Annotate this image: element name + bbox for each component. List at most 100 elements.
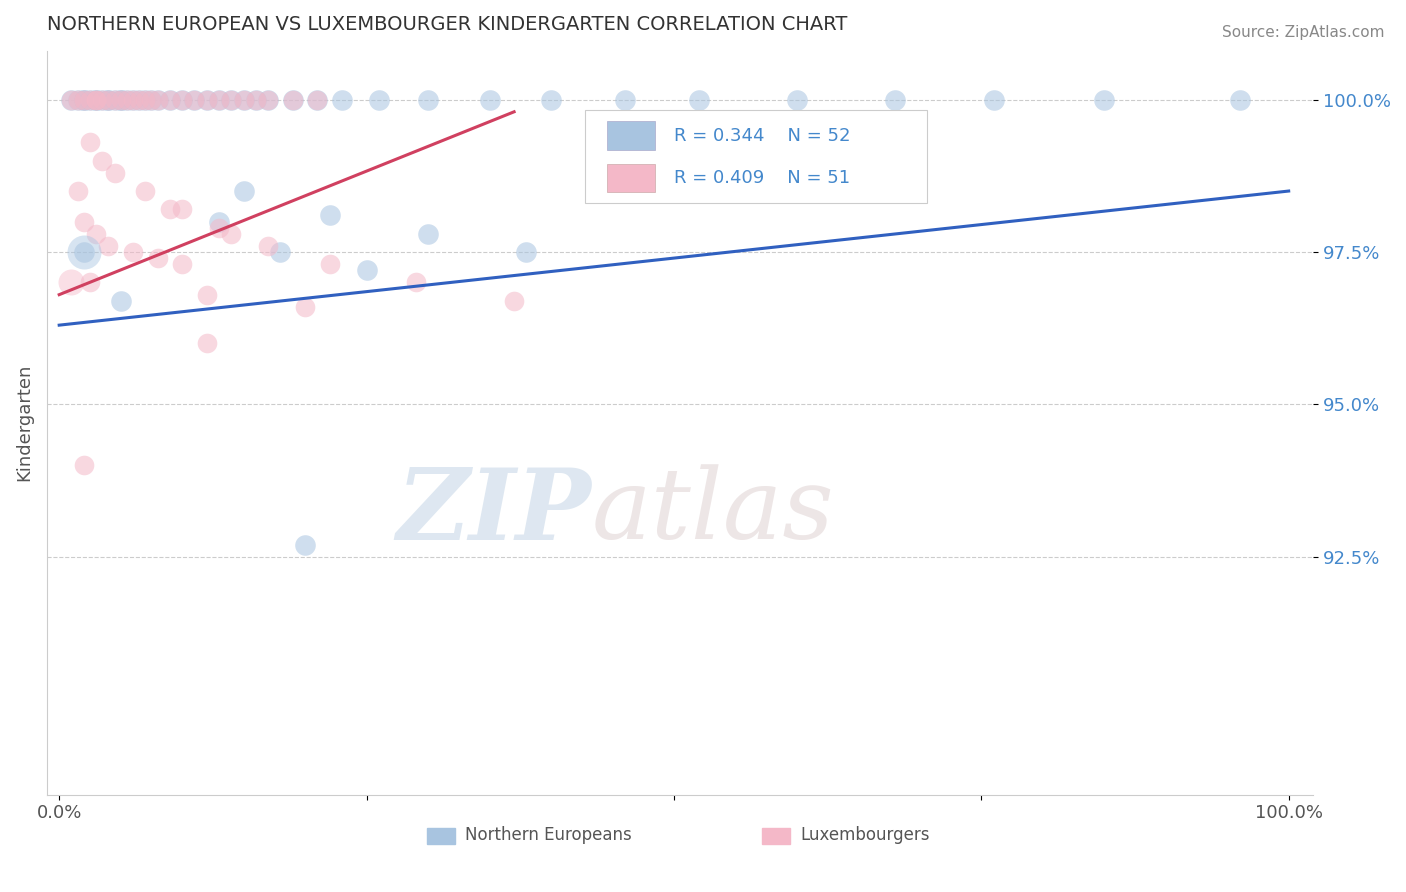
Point [84, 93, 107, 107]
Point [294, 538, 316, 552]
Point [318, 257, 340, 271]
Point [146, 251, 169, 265]
Point [122, 93, 145, 107]
Point [122, 245, 145, 260]
Point [115, 93, 138, 107]
Point [367, 93, 389, 107]
Text: NORTHERN EUROPEAN VS LUXEMBOURGER KINDERGARTEN CORRELATION CHART: NORTHERN EUROPEAN VS LUXEMBOURGER KINDER… [46, 15, 848, 34]
Point [245, 93, 267, 107]
Point [141, 93, 163, 107]
Point [134, 184, 156, 198]
Point [221, 93, 243, 107]
Point [183, 93, 205, 107]
Point [60, 276, 83, 290]
Point [195, 93, 218, 107]
Point [172, 93, 194, 107]
Point [110, 93, 132, 107]
Text: ZIP: ZIP [396, 464, 592, 560]
Point [146, 93, 169, 107]
Point [356, 263, 378, 277]
Text: R = 0.344    N = 52: R = 0.344 N = 52 [673, 127, 851, 145]
Text: atlas: atlas [592, 464, 834, 559]
Point [79, 135, 101, 149]
Point [73, 245, 96, 260]
Point [110, 93, 132, 107]
Point [84, 93, 107, 107]
Point [195, 93, 218, 107]
Point [294, 300, 316, 314]
Point [307, 93, 329, 107]
Point [172, 257, 194, 271]
Point [91, 93, 114, 107]
Point [97, 93, 120, 107]
Text: Luxembourgers: Luxembourgers [800, 827, 929, 845]
Point [134, 93, 156, 107]
Point [66, 93, 89, 107]
Point [79, 93, 101, 107]
Point [330, 93, 353, 107]
Point [84, 93, 107, 107]
Point [405, 276, 427, 290]
Point [97, 239, 120, 253]
Point [195, 287, 218, 301]
Point [73, 245, 96, 260]
Bar [606, 121, 655, 150]
Point [232, 184, 254, 198]
Point [134, 93, 156, 107]
Point [257, 93, 280, 107]
Point [60, 93, 83, 107]
Point [103, 93, 125, 107]
Point [257, 93, 280, 107]
Point [281, 93, 304, 107]
Point [515, 245, 537, 260]
Point [73, 458, 96, 473]
Point [172, 93, 194, 107]
Text: R = 0.409    N = 51: R = 0.409 N = 51 [673, 169, 849, 187]
Point [103, 93, 125, 107]
Point [84, 93, 107, 107]
Point [281, 93, 304, 107]
Point [73, 93, 96, 107]
Point [307, 93, 329, 107]
Bar [762, 828, 790, 845]
Point [84, 227, 107, 241]
Point [245, 93, 267, 107]
Point [110, 93, 132, 107]
Point [183, 93, 205, 107]
Point [79, 93, 101, 107]
Point [97, 93, 120, 107]
Point [269, 245, 291, 260]
Point [73, 93, 96, 107]
Point [159, 93, 181, 107]
Point [141, 93, 163, 107]
Point [221, 227, 243, 241]
Bar [427, 828, 454, 845]
Point [66, 93, 89, 107]
FancyBboxPatch shape [585, 111, 927, 203]
Y-axis label: Kindergarten: Kindergarten [15, 364, 32, 482]
Point [416, 93, 439, 107]
Point [232, 93, 254, 107]
Point [60, 93, 83, 107]
Point [786, 93, 808, 107]
Point [172, 202, 194, 217]
Point [208, 93, 231, 107]
Point [115, 93, 138, 107]
Point [66, 184, 89, 198]
Point [884, 93, 907, 107]
Point [221, 93, 243, 107]
Point [91, 153, 114, 168]
Point [416, 227, 439, 241]
Point [208, 220, 231, 235]
Point [318, 209, 340, 223]
Point [983, 93, 1005, 107]
Point [208, 93, 231, 107]
Point [110, 293, 132, 308]
Point [478, 93, 501, 107]
Text: Northern Europeans: Northern Europeans [465, 827, 631, 845]
Point [159, 202, 181, 217]
Point [688, 93, 710, 107]
Point [613, 93, 636, 107]
Point [103, 166, 125, 180]
Point [122, 93, 145, 107]
